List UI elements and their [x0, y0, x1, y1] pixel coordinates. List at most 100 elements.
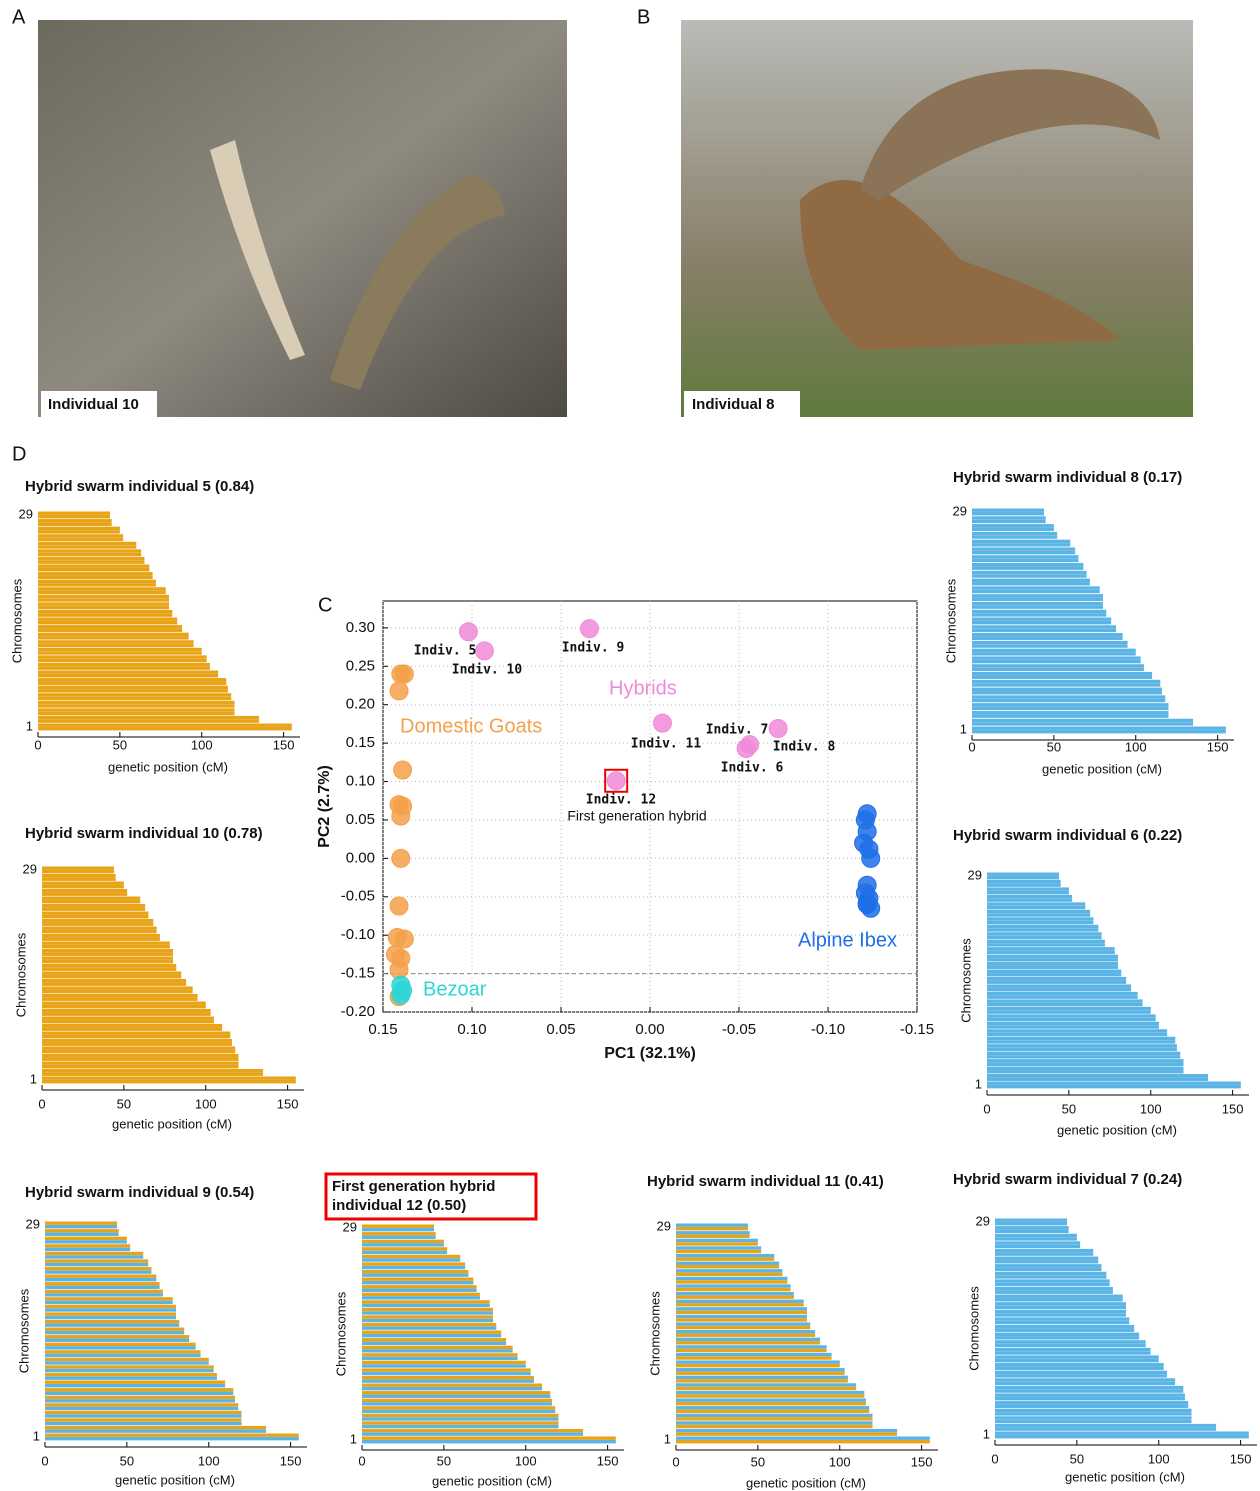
chromosome-strand — [362, 1432, 583, 1435]
chromosome-strand — [45, 1335, 189, 1338]
y-tick-label: 0.15 — [346, 734, 375, 751]
chromosome-strand — [45, 1411, 242, 1414]
chromosome-strand — [362, 1281, 473, 1284]
chromosome-strand — [676, 1349, 827, 1352]
chromosome-strand — [972, 668, 1144, 671]
chromosome-strand — [362, 1311, 493, 1314]
x-tick-label: 100 — [195, 1096, 217, 1111]
panel-title: Hybrid swarm individual 11 (0.41) — [647, 1173, 884, 1190]
chromosome-strand — [995, 1226, 1069, 1229]
chromosome-strand — [995, 1264, 1101, 1267]
chromosome-strand — [676, 1280, 787, 1283]
chromosome-strand — [362, 1384, 542, 1387]
chromosome-strand — [676, 1235, 750, 1238]
chromosome-strand — [362, 1376, 534, 1379]
chromosome-strand — [995, 1333, 1139, 1336]
chromosome-strand — [995, 1405, 1188, 1408]
point — [392, 986, 410, 1004]
chromosome-strand — [38, 587, 166, 590]
chromosome-strand — [995, 1416, 1192, 1419]
chromosome-strand — [45, 1237, 127, 1240]
x-tick-label: -0.15 — [900, 1021, 934, 1038]
chromosome-strand — [995, 1325, 1134, 1328]
chromosome-strand — [995, 1340, 1146, 1343]
chromosome-strand — [995, 1355, 1159, 1358]
chromosome-strand — [38, 519, 112, 522]
chromosome-strand — [42, 1050, 235, 1053]
chromosome-strand — [45, 1407, 238, 1410]
chromosome-strand — [987, 1059, 1184, 1062]
chromosome-strand — [676, 1417, 873, 1420]
chromosome-strand — [987, 1067, 1184, 1070]
chromosome-strand — [45, 1297, 173, 1300]
chromosome-strand — [362, 1331, 501, 1334]
x-tick-label: 150 — [277, 1096, 299, 1111]
x-tick-label: 100 — [829, 1454, 851, 1469]
y-tick-label: 29 — [968, 867, 982, 882]
chromosome-strand — [42, 893, 127, 896]
x-tick-label: 0 — [968, 739, 975, 754]
x-axis-label: genetic position (cM) — [112, 1116, 232, 1131]
y-tick-label: 1 — [960, 721, 967, 736]
chromosome-strand — [45, 1381, 225, 1384]
x-axis-label: genetic position (cM) — [115, 1472, 235, 1487]
chromosome-strand — [972, 512, 1044, 515]
chromosome-strand — [38, 568, 149, 571]
chromosome-strand — [45, 1399, 235, 1402]
chromosome-strand — [38, 686, 228, 689]
point — [580, 620, 598, 638]
x-tick-label: 150 — [280, 1453, 302, 1468]
chromosome-strand — [987, 951, 1115, 954]
chromosome-strand — [362, 1240, 444, 1243]
chromosome-strand — [972, 551, 1075, 554]
chromosome-strand — [42, 994, 198, 997]
chromosome-strand — [45, 1437, 299, 1440]
chromosome-strand — [987, 973, 1121, 976]
chromosome-strand — [987, 1063, 1184, 1066]
chromosome-strand — [995, 1298, 1123, 1301]
chromosome-strand — [972, 633, 1123, 636]
chromosome-strand — [676, 1250, 761, 1253]
y-axis-label: PC2 (2.7%) — [316, 765, 333, 848]
chromosome-strand — [987, 1070, 1184, 1073]
y-tick-label: 1 — [30, 1071, 37, 1086]
chromosome-strand — [42, 1009, 211, 1012]
chromosome-strand — [676, 1437, 930, 1440]
chromosome-strand — [38, 602, 169, 605]
point — [395, 665, 413, 683]
y-tick-label: 1 — [983, 1426, 990, 1441]
chromosome-strand — [995, 1283, 1110, 1286]
chromosome-strand — [972, 567, 1083, 570]
chromosome-strand — [987, 936, 1102, 939]
chromosome-strand — [987, 891, 1069, 894]
chromosome-strand — [995, 1234, 1077, 1237]
chromosome-strand — [45, 1248, 130, 1251]
chromosome-strand — [38, 640, 194, 643]
chromosome-strand — [45, 1354, 201, 1357]
chromosome-strand — [987, 1010, 1151, 1013]
panel-letter: C — [318, 594, 332, 616]
chromosome-strand — [362, 1372, 531, 1375]
chromosome-strand — [38, 689, 228, 692]
chromosome-strand — [42, 975, 181, 978]
y-tick-label: 1 — [975, 1076, 982, 1091]
chromosome-strand — [987, 1082, 1241, 1085]
chromosome-strand — [987, 966, 1118, 969]
chromosome-strand — [972, 610, 1106, 613]
chromosome-strand — [987, 921, 1093, 924]
chromosome-strand — [45, 1373, 217, 1376]
chromosome-strand — [42, 870, 114, 873]
chromosome-strand — [362, 1395, 550, 1398]
x-tick-label: 150 — [1207, 739, 1229, 754]
chromosome-strand — [987, 902, 1085, 905]
chromosome-strand — [972, 574, 1087, 577]
chromosome-strand — [987, 940, 1105, 943]
chromosome-strand — [38, 613, 172, 616]
chromosome-strand — [972, 656, 1141, 659]
chromosome-strand — [42, 919, 153, 922]
chromosome-strand — [362, 1338, 506, 1341]
chromosome-strand — [995, 1257, 1098, 1260]
chromosome-strand — [987, 1025, 1159, 1028]
chromosome-strand — [995, 1241, 1080, 1244]
chromosome-strand — [42, 1002, 206, 1005]
